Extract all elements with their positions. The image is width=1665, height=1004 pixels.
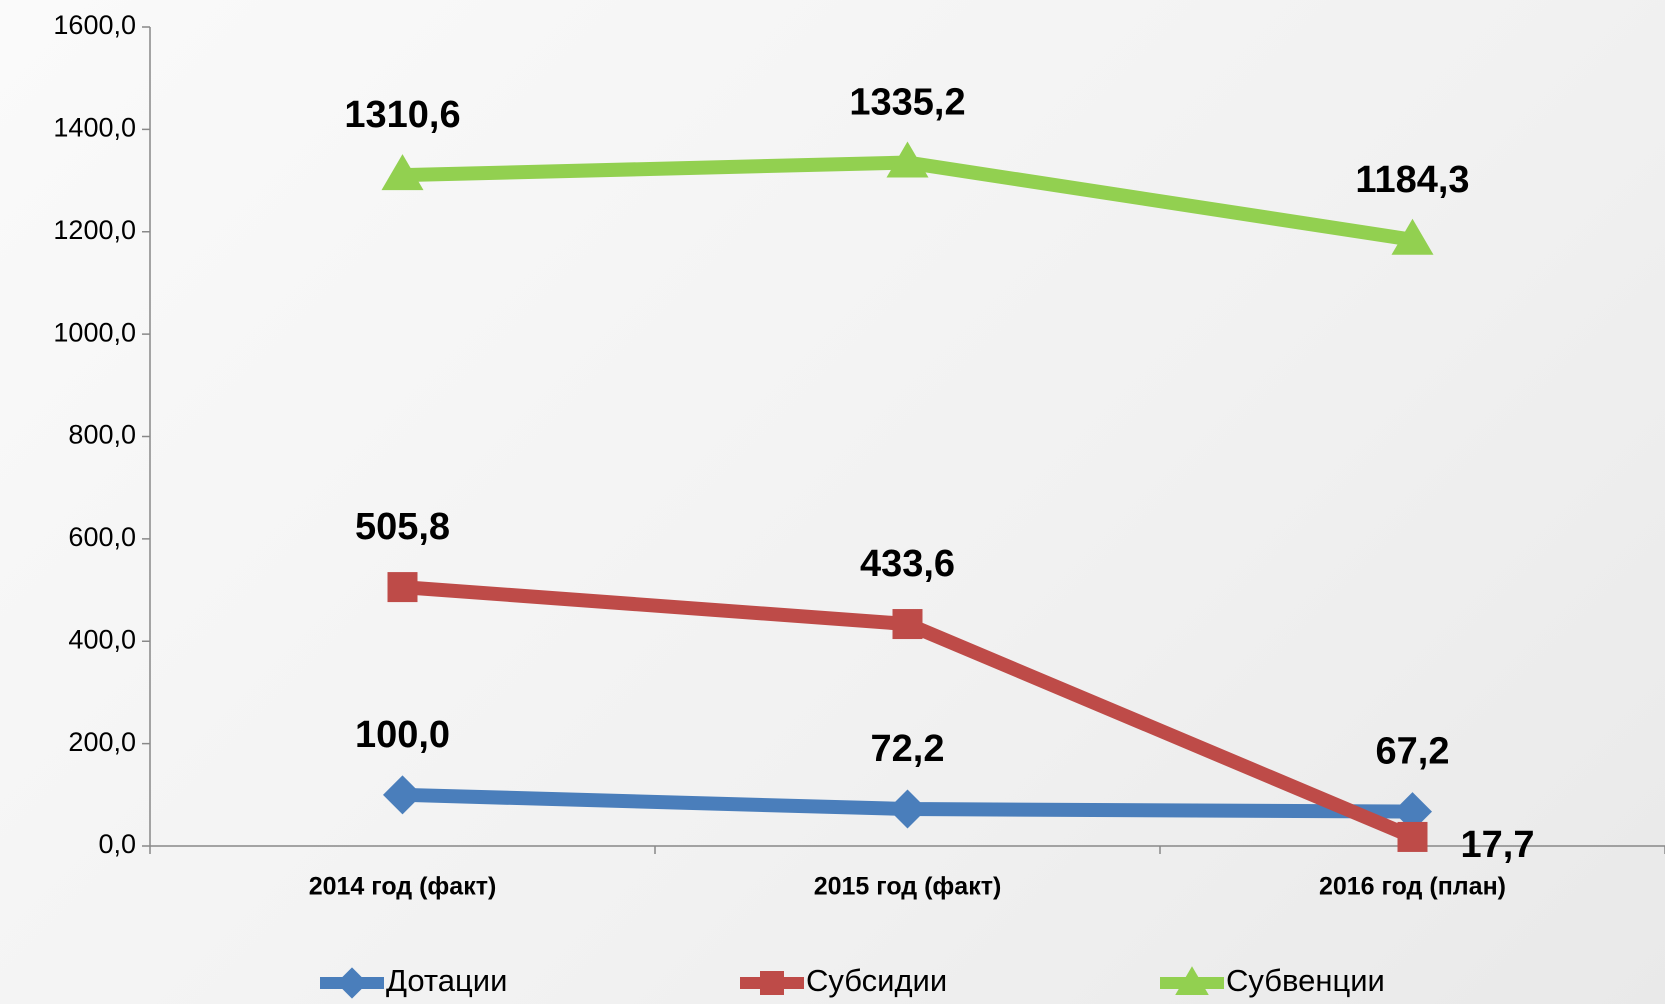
data-label: 433,6 [860,543,955,585]
y-tick-label: 200,0 [68,727,136,757]
legend-label: Дотации [386,963,507,998]
y-tick-label: 1000,0 [53,317,136,347]
point [1393,792,1432,832]
x-tick-label: 2016 год (план) [1319,873,1506,901]
legend-label: Субвенции [1226,963,1385,998]
data-label: 1335,2 [849,82,965,124]
x-tick-label: 2014 год (факт) [309,873,497,901]
data-label: 1184,3 [1355,159,1469,201]
y-tick-label: 600,0 [68,522,136,552]
data-label: 100,0 [355,714,450,756]
legend-marker [760,971,784,995]
y-tick-label: 1400,0 [53,113,136,143]
point [888,789,927,829]
point [387,572,418,603]
data-label: 72,2 [871,728,945,770]
point [892,609,923,640]
data-label: 1310,6 [344,94,460,136]
y-tick-label: 800,0 [68,420,136,450]
legend-item: Субвенции [1160,963,1385,998]
y-tick-label: 1600,0 [53,10,136,40]
legend-marker [336,967,368,999]
y-tick-label: 1200,0 [53,215,136,245]
legend-item: Субсидии [740,963,947,998]
point [383,775,422,815]
x-tick-label: 2015 год (факт) [814,873,1002,901]
point [1391,218,1434,255]
data-label: 505,8 [355,506,450,548]
legend-marker [1175,966,1209,995]
y-tick-label: 400,0 [68,624,136,654]
point [381,154,424,191]
point [886,141,929,178]
y-tick-label: 0,0 [98,829,136,859]
data-label: 67,2 [1376,731,1450,773]
legend-label: Субсидии [806,963,947,998]
data-label: 17,7 [1461,824,1535,866]
point [1397,821,1428,852]
legend-item: Дотации [320,963,507,999]
